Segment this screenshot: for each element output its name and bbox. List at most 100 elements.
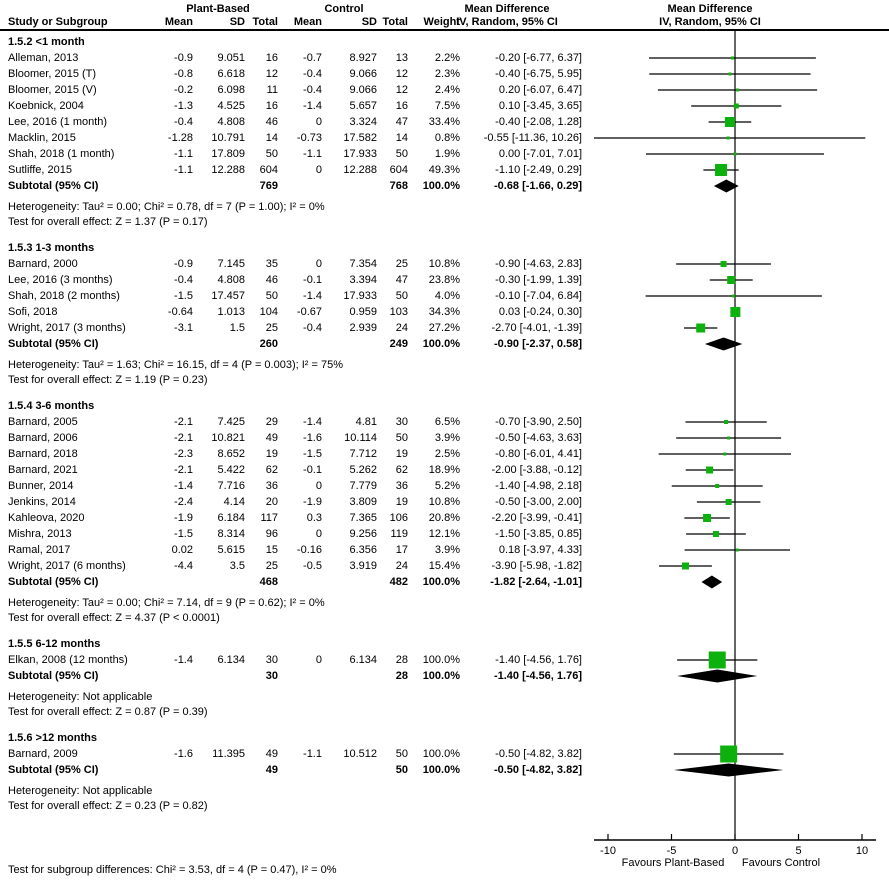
cell-total-plant: 50: [265, 290, 278, 302]
effect-square: [732, 294, 736, 298]
column-header-weight: Weight: [423, 16, 460, 28]
cell-sd-control: 3.394: [349, 274, 377, 286]
cell-total-plant: 16: [265, 100, 278, 112]
heterogeneity-text: Heterogeneity: Tau² = 0.00; Chi² = 7.14,…: [8, 597, 325, 609]
effect-square: [728, 72, 732, 76]
column-group-mean-difference-text: Mean Difference: [464, 3, 550, 15]
cell-ci-text: -1.50 [-3.85, 0.85]: [495, 528, 582, 540]
cell-ci-text: 0.18 [-3.97, 4.33]: [498, 544, 582, 556]
cell-ci-text: 0.03 [-0.24, 0.30]: [498, 306, 582, 318]
cell-sd-plant: 8.652: [217, 448, 245, 460]
effect-square: [736, 88, 740, 92]
cell-mean-control: 0.3: [306, 512, 322, 524]
column-header-total-plant: Total: [252, 16, 278, 28]
cell-mean-control: -0.7: [303, 52, 322, 64]
effect-square: [696, 323, 706, 333]
study-name: Bloomer, 2015 (T): [8, 68, 97, 80]
cell-weight: 1.9%: [434, 148, 460, 160]
cell-sd-plant: 17.809: [211, 148, 245, 160]
subgroup-heading: 1.5.4 3-6 months: [8, 400, 95, 412]
cell-total-plant: 96: [265, 528, 278, 540]
cell-weight: 3.9%: [434, 544, 460, 556]
study-name: Jenkins, 2014: [8, 496, 76, 508]
cell-mean-control: -0.73: [296, 132, 322, 144]
cell-mean-plant: -1.5: [174, 528, 193, 540]
column-group-mean-difference-plot: Mean Difference: [667, 3, 753, 15]
cell-mean-control: -1.1: [303, 748, 322, 760]
cell-total-control: 13: [395, 52, 408, 64]
cell-ci-text: -1.40 [-4.98, 2.18]: [495, 480, 582, 492]
cell-weight: 6.5%: [434, 416, 460, 428]
cell-total-plant: 15: [265, 544, 278, 556]
subgroup-differences-test: Test for subgroup differences: Chi² = 3.…: [8, 864, 337, 876]
cell-ci-text: -0.80 [-6.01, 4.41]: [495, 448, 582, 460]
cell-total-plant: 25: [265, 322, 278, 334]
cell-ci-text: -1.40 [-4.56, 1.76]: [493, 670, 582, 682]
subtotal-diamond: [713, 179, 739, 193]
cell-weight: 10.8%: [428, 496, 460, 508]
study-name: Bloomer, 2015 (V): [8, 84, 97, 96]
cell-sd-control: 6.356: [349, 544, 377, 556]
cell-mean-plant: -1.9: [174, 512, 193, 524]
cell-mean-control: -1.5: [303, 448, 322, 460]
cell-ci-text: -0.90 [-2.37, 0.58]: [493, 338, 582, 350]
study-name: Barnard, 2021: [8, 464, 78, 476]
favours-left-label: Favours Plant-Based: [622, 857, 725, 869]
cell-weight: 49.3%: [428, 164, 460, 176]
cell-total-plant: 769: [259, 180, 278, 192]
effect-square: [720, 745, 738, 763]
study-name: Lee, 2016 (3 months): [8, 274, 113, 286]
effect-square: [725, 499, 732, 505]
cell-mean-plant: -0.2: [174, 84, 193, 96]
cell-mean-control: 0: [315, 116, 322, 128]
header-divider: [0, 29, 889, 31]
cell-weight: 100.0%: [422, 180, 460, 192]
cell-mean-plant: -4.4: [174, 560, 193, 572]
cell-mean-plant: -1.3: [174, 100, 193, 112]
cell-total-control: 119: [390, 528, 408, 540]
heterogeneity-text: Heterogeneity: Not applicable: [8, 785, 153, 797]
cell-mean-plant: -2.1: [174, 416, 193, 428]
effect-square: [724, 420, 729, 424]
study-name: Macklin, 2015: [8, 132, 76, 144]
cell-sd-control: 5.262: [349, 464, 377, 476]
cell-ci-text: -0.50 [-4.63, 3.63]: [495, 432, 582, 444]
cell-sd-plant: 4.525: [217, 100, 245, 112]
study-name: Lee, 2016 (1 month): [8, 116, 108, 128]
cell-sd-plant: 8.314: [217, 528, 245, 540]
cell-total-control: 103: [389, 306, 408, 318]
cell-total-control: 14: [395, 132, 408, 144]
cell-sd-plant: 7.425: [217, 416, 245, 428]
cell-sd-control: 4.81: [355, 416, 377, 428]
cell-ci-text: -0.50 [-3.00, 2.00]: [495, 496, 582, 508]
cell-mean-control: -0.4: [303, 68, 322, 80]
cell-sd-plant: 6.184: [217, 512, 245, 524]
column-group-control: Control: [324, 3, 364, 15]
cell-weight: 23.8%: [428, 274, 460, 286]
subtotal-label: Subtotal (95% CI): [8, 576, 99, 588]
cell-sd-control: 7.712: [349, 448, 377, 460]
cell-sd-control: 3.809: [349, 496, 377, 508]
cell-total-control: 47: [395, 116, 408, 128]
cell-weight: 100.0%: [422, 576, 460, 588]
cell-sd-control: 7.365: [349, 512, 377, 524]
effect-square: [712, 531, 719, 537]
cell-total-control: 482: [389, 576, 408, 588]
cell-sd-plant: 5.422: [217, 464, 245, 476]
cell-mean-control: -1.9: [303, 496, 322, 508]
subgroup-heading: 1.5.3 1-3 months: [8, 242, 95, 254]
cell-weight: 33.4%: [428, 116, 460, 128]
subtotal-label: Subtotal (95% CI): [8, 764, 99, 776]
subtotal-diamond: [704, 337, 743, 351]
cell-total-control: 50: [395, 432, 408, 444]
cell-total-control: 28: [395, 670, 408, 682]
cell-mean-control: -1.4: [303, 290, 322, 302]
cell-sd-control: 3.919: [349, 560, 377, 572]
cell-total-control: 106: [389, 512, 408, 524]
cell-ci-text: -1.40 [-4.56, 1.76]: [495, 654, 582, 666]
axis-tick-label: 10: [856, 845, 868, 857]
cell-weight: 100.0%: [422, 654, 460, 666]
cell-sd-plant: 7.145: [217, 258, 245, 270]
cell-mean-plant: -2.1: [174, 464, 193, 476]
